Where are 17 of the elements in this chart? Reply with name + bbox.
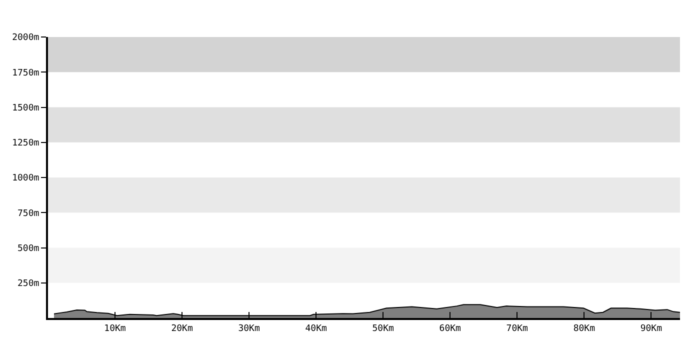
x-tick-label: 40Km	[305, 324, 327, 334]
x-tick-label: 10Km	[104, 324, 126, 334]
x-tick-label: 70Km	[506, 324, 528, 334]
x-tick-label: 80Km	[573, 324, 596, 334]
y-tick-label: 250m	[18, 279, 40, 290]
x-tick-label: 90Km	[640, 324, 662, 334]
y-tick-label: 1500m	[12, 103, 40, 114]
y-tick-label: 1750m	[12, 68, 40, 78]
x-tick-label: 20Km	[171, 324, 193, 334]
y-tick-label: 750m	[18, 208, 40, 219]
y-tick-label: 1000m	[12, 174, 40, 184]
y-tick-label: 2000m	[12, 33, 40, 44]
y-tick-label: 500m	[18, 244, 40, 254]
y-tick-label: 1250m	[12, 138, 40, 149]
x-tick-label: 60Km	[439, 324, 461, 334]
x-tick-label: 30Km	[238, 324, 260, 334]
x-tick-label: 50Km	[372, 324, 394, 334]
